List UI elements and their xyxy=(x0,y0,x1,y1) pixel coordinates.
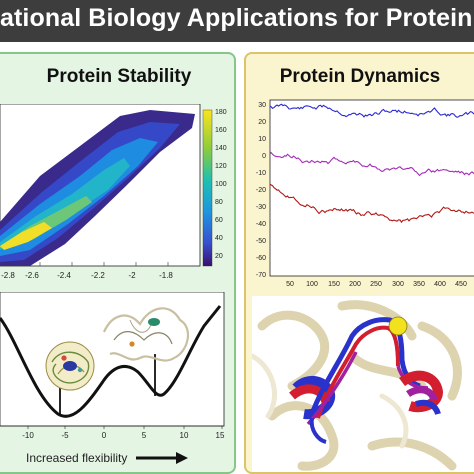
trace-x-tick: 450 xyxy=(455,281,467,288)
trace-y-tick: -20 xyxy=(256,187,266,194)
heatmap-x-tick: -2.6 xyxy=(25,271,39,280)
energy-x-tickmarks xyxy=(27,426,223,429)
colorbar-tick: 60 xyxy=(215,217,223,224)
trace-red xyxy=(269,183,474,224)
trace-magenta xyxy=(269,151,474,177)
trace-x-tick: 350 xyxy=(413,281,425,288)
heatmap-x-tick: -2.8 xyxy=(1,271,15,280)
trace-y-tick: -60 xyxy=(256,255,266,262)
energy-x-tick: 0 xyxy=(102,431,107,440)
energy-x-label: Increased flexibility xyxy=(26,451,127,465)
trace-y-tick: -50 xyxy=(256,238,266,245)
trace-y-tick: -40 xyxy=(256,221,266,228)
colorbar-tick: 100 xyxy=(215,181,227,188)
heatmap-x-tick: -1.8 xyxy=(159,271,173,280)
trace-y-tick: -70 xyxy=(256,272,266,279)
heatmap-x-tick: -2.2 xyxy=(91,271,105,280)
trace-y-tick: -10 xyxy=(256,170,266,177)
colorbar-tick: 140 xyxy=(215,145,227,152)
trace-blue xyxy=(269,103,474,118)
trace-x-tick: 300 xyxy=(392,281,404,288)
colorbar-tick: 120 xyxy=(215,163,227,170)
heatmap-x-tick: -2.4 xyxy=(57,271,71,280)
trace-x-tick: 250 xyxy=(370,281,382,288)
header-banner: ational Biology Applications for Protein… xyxy=(0,0,474,42)
energy-landscape-plot: -10 -5 0 5 10 15 Increased flexibility xyxy=(0,292,225,465)
heatmap-colorbar xyxy=(202,109,213,267)
helix-right xyxy=(399,370,444,415)
trace-x-tick: 50 xyxy=(286,281,294,288)
marker-atom xyxy=(388,316,408,336)
trace-x-tick: 200 xyxy=(349,281,361,288)
trace-y-tick: 0 xyxy=(262,153,266,160)
heatmap-x-tickmarks xyxy=(7,262,169,266)
energy-plot-frame xyxy=(0,292,225,427)
loop-blue xyxy=(309,317,421,415)
loop-red xyxy=(316,325,400,419)
trace-y-tick: 10 xyxy=(258,136,266,143)
trace-y-tick: -30 xyxy=(256,204,266,211)
colorbar-tick: 20 xyxy=(215,253,223,260)
heatmap-x-tick: -2 xyxy=(128,271,136,280)
heatmap-band-6 xyxy=(0,222,52,250)
protein-stability-title: Protein Stability xyxy=(46,66,192,87)
trace-x-tick: 400 xyxy=(434,281,446,288)
trace-y-tick: 30 xyxy=(258,102,266,109)
colorbar-tick: 40 xyxy=(215,235,223,242)
energy-x-tick: 10 xyxy=(180,431,189,440)
flexibility-arrow xyxy=(136,452,188,464)
dynamics-trace-plot: 30 20 10 0 -10 -20 -30 -40 -50 -60 -70 5… xyxy=(256,99,474,288)
protein-dynamics-title: Protein Dynamics xyxy=(279,66,441,87)
stability-heatmap: -2.8 -2.6 -2.4 -2.2 -2 -1.8 180 160 140 … xyxy=(0,104,227,280)
protein-structure-compact xyxy=(45,341,95,391)
header-title: ational Biology Applications for Protein… xyxy=(0,4,474,32)
energy-x-tick: -10 xyxy=(22,431,34,440)
energy-x-tick: 5 xyxy=(142,431,147,440)
trace-x-tick: 100 xyxy=(306,281,318,288)
colorbar-tick: 180 xyxy=(215,109,227,116)
energy-x-tick: -5 xyxy=(61,431,69,440)
colorbar-tick: 160 xyxy=(215,127,227,134)
energy-x-tick: 15 xyxy=(216,431,225,440)
trace-x-tick: 150 xyxy=(328,281,340,288)
protein-structure-extended xyxy=(102,307,190,362)
energy-curve xyxy=(0,305,222,418)
trace-plot-frame xyxy=(269,99,474,277)
colorbar-tick: 80 xyxy=(215,199,223,206)
protein-cartoon-render xyxy=(252,296,474,472)
trace-y-tick: 20 xyxy=(258,119,266,126)
